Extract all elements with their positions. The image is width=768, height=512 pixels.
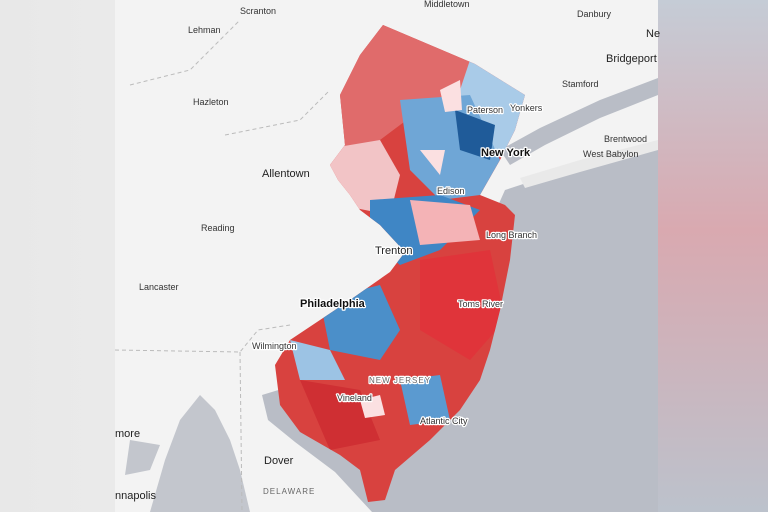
- region: [300, 380, 380, 450]
- state-border: [129, 19, 331, 136]
- chesapeake-bay: [125, 395, 250, 512]
- region: [400, 375, 450, 425]
- place-label: Middletown: [424, 0, 470, 9]
- place-label: Brentwood: [604, 134, 647, 144]
- state-label: NEW JERSEY: [369, 376, 431, 385]
- place-label: Danbury: [577, 9, 612, 19]
- place-label: Reading: [201, 223, 235, 233]
- place-labels: Scranton Middletown Danbury Lehman Bridg…: [115, 0, 660, 502]
- place-label: Toms River: [458, 299, 503, 309]
- place-label: Vineland: [337, 393, 372, 403]
- place-label: Atlantic City: [420, 416, 468, 426]
- place-label: Edison: [437, 186, 465, 196]
- place-label: West Babylon: [583, 149, 638, 159]
- place-label: Paterson: [467, 105, 503, 115]
- region: [455, 110, 495, 160]
- place-label: Dover: [264, 455, 294, 467]
- place-label: New York: [481, 147, 531, 159]
- place-label: Allentown: [262, 168, 310, 180]
- region: [290, 340, 345, 380]
- place-label: nnapolis: [115, 490, 156, 502]
- region: [410, 200, 480, 245]
- place-label: Lehman: [188, 25, 221, 35]
- long-island-sound: [500, 78, 658, 165]
- region: [420, 250, 505, 360]
- region: [320, 25, 480, 170]
- long-island: [520, 140, 658, 188]
- place-label: Trenton: [375, 245, 413, 257]
- place-label: Hazleton: [193, 97, 229, 107]
- place-label: Long Branch: [486, 230, 537, 240]
- right-blur: [658, 0, 768, 512]
- place-label: Ne: [646, 28, 660, 40]
- place-label: more: [115, 428, 140, 440]
- place-label: Philadelphia: [300, 298, 366, 310]
- place-label: Stamford: [562, 79, 599, 89]
- state-border: [114, 324, 291, 353]
- state-label: DELAWARE: [263, 487, 315, 496]
- place-label: Yonkers: [510, 103, 543, 113]
- place-label: Lancaster: [139, 282, 179, 292]
- place-label: Bridgeport: [606, 53, 657, 65]
- place-label: Wilmington: [252, 341, 297, 351]
- place-label: Scranton: [240, 6, 276, 16]
- region: [360, 80, 462, 418]
- state-border: [239, 351, 243, 512]
